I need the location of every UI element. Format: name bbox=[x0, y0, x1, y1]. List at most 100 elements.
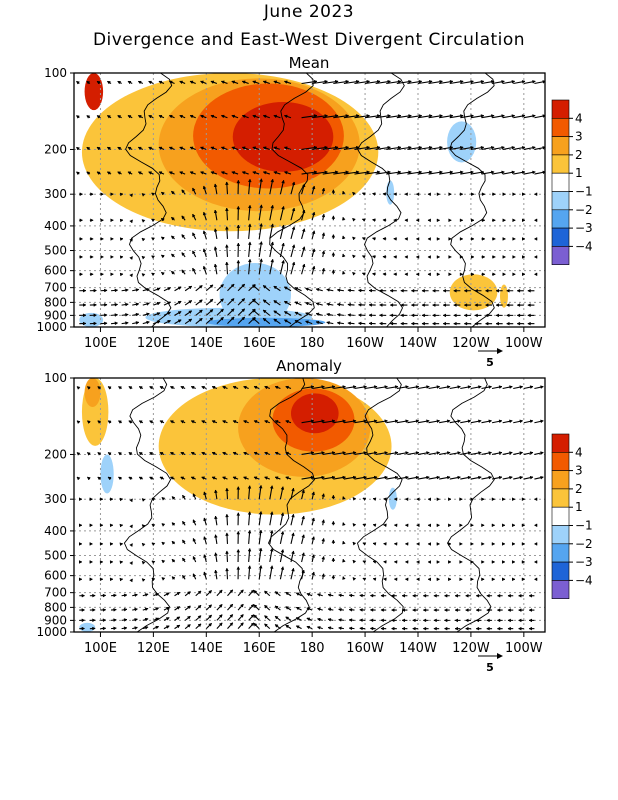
vector-head bbox=[305, 312, 309, 316]
vector-head bbox=[443, 593, 448, 598]
vector-head bbox=[141, 498, 146, 502]
vector-head bbox=[285, 451, 290, 456]
vector-head bbox=[404, 218, 408, 223]
vector-head bbox=[258, 564, 263, 569]
vector-head bbox=[516, 288, 521, 293]
vector-head bbox=[291, 181, 296, 186]
vector-head bbox=[125, 288, 129, 293]
vector-head bbox=[532, 80, 536, 84]
vector-head bbox=[76, 420, 81, 425]
vector-head bbox=[225, 226, 229, 230]
colorbar-label: −4 bbox=[575, 573, 593, 587]
vector-head bbox=[99, 523, 104, 528]
vector-head bbox=[203, 554, 207, 558]
vector-head bbox=[527, 288, 531, 293]
vector-head bbox=[470, 542, 474, 546]
vector-head bbox=[412, 618, 416, 623]
vector-head bbox=[76, 115, 80, 119]
vector-head bbox=[315, 312, 320, 317]
vector-head bbox=[387, 79, 392, 84]
vector-head bbox=[387, 170, 392, 175]
shaded-region bbox=[206, 317, 326, 327]
vector-head bbox=[213, 183, 218, 188]
vector-head bbox=[481, 255, 486, 259]
vector-head bbox=[89, 497, 94, 502]
vector-head bbox=[141, 273, 146, 277]
colorbar-label: −2 bbox=[575, 537, 593, 551]
vector-head bbox=[460, 145, 464, 150]
vector-head bbox=[135, 321, 140, 325]
vector-head bbox=[201, 476, 206, 480]
vector-head bbox=[90, 218, 94, 223]
vector-head bbox=[201, 420, 206, 424]
vector-head bbox=[355, 145, 360, 150]
vector-head bbox=[387, 145, 392, 150]
vector-head bbox=[138, 420, 143, 424]
vector-head bbox=[408, 145, 412, 150]
vector-head bbox=[359, 593, 363, 598]
vector-head bbox=[371, 192, 376, 196]
vector-head bbox=[252, 171, 257, 175]
vector-head bbox=[454, 608, 458, 612]
vector-head bbox=[313, 114, 318, 118]
vector-head bbox=[110, 255, 114, 259]
vector-head bbox=[253, 590, 258, 594]
vector-head bbox=[528, 608, 533, 612]
vector-head bbox=[127, 171, 132, 175]
colorbar-label: −4 bbox=[575, 239, 593, 253]
vector-head bbox=[89, 542, 94, 546]
vector-head bbox=[492, 272, 496, 277]
vector-head bbox=[141, 578, 146, 582]
colorbar-label: −3 bbox=[575, 221, 593, 235]
vector-head bbox=[442, 303, 447, 307]
vector-head bbox=[521, 80, 526, 84]
vector-head bbox=[291, 487, 295, 492]
vector-head bbox=[363, 451, 368, 455]
colorbar-label: 1 bbox=[575, 500, 583, 514]
y-tick-label: 200 bbox=[44, 142, 67, 156]
vector-head bbox=[449, 79, 454, 84]
vector-head bbox=[167, 311, 172, 316]
vector-head bbox=[274, 385, 279, 390]
vector-head bbox=[138, 386, 143, 390]
vector-head bbox=[501, 560, 506, 564]
vector-head bbox=[198, 299, 203, 304]
vector-head bbox=[342, 253, 346, 258]
vector-head bbox=[198, 285, 203, 289]
vector-head bbox=[241, 171, 246, 175]
vector-head bbox=[177, 311, 182, 315]
vector-head bbox=[264, 451, 268, 456]
vector-head bbox=[135, 288, 140, 292]
vector-head bbox=[269, 547, 274, 552]
vector-head bbox=[176, 624, 181, 629]
vector-head bbox=[345, 170, 350, 175]
vector-head bbox=[220, 316, 224, 321]
vector-head bbox=[211, 420, 216, 424]
vector-head bbox=[533, 497, 538, 502]
vector-head bbox=[107, 386, 112, 390]
vector-head bbox=[506, 303, 510, 307]
vector-head bbox=[192, 573, 197, 578]
vector-head bbox=[181, 189, 186, 194]
vector-head bbox=[478, 451, 482, 455]
vector-head bbox=[159, 452, 164, 456]
vector-head bbox=[460, 79, 464, 84]
vector-head bbox=[373, 385, 378, 389]
vector-head bbox=[305, 301, 309, 306]
vector-head bbox=[342, 419, 347, 424]
vector-head bbox=[93, 313, 97, 318]
vector-head bbox=[86, 146, 91, 151]
vector-head bbox=[262, 114, 267, 119]
vector-head bbox=[92, 626, 96, 631]
vector-head bbox=[415, 237, 420, 241]
vector-head bbox=[177, 286, 182, 290]
vector-head bbox=[327, 626, 332, 630]
vector-head bbox=[400, 321, 404, 326]
vector-head bbox=[426, 475, 430, 480]
vector-head bbox=[436, 451, 441, 455]
vector-head bbox=[99, 542, 104, 546]
vector-head bbox=[96, 146, 101, 151]
vector-head bbox=[202, 185, 207, 190]
vector-head bbox=[368, 288, 373, 293]
vector-head bbox=[231, 114, 236, 119]
